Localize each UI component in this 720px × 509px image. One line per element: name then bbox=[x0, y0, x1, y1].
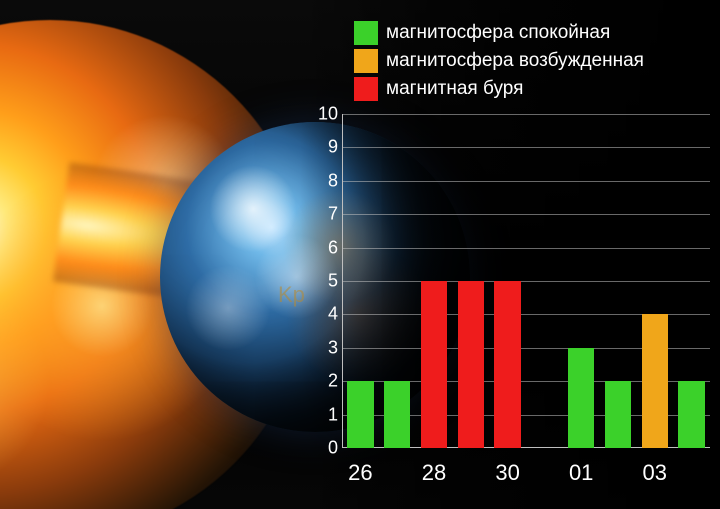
bar-slot bbox=[563, 114, 600, 448]
legend-label-agitated: магнитосфера возбужденная bbox=[386, 50, 644, 72]
bar-slot bbox=[379, 114, 416, 448]
bars-container bbox=[342, 114, 710, 448]
y-tick-label: 6 bbox=[310, 237, 338, 258]
x-tick-label bbox=[526, 452, 563, 492]
legend-swatch-storm bbox=[354, 77, 378, 101]
bar-slot bbox=[673, 114, 710, 448]
bar bbox=[678, 381, 704, 448]
kp-bar-chart: Kp 012345678910 2628300103 bbox=[310, 114, 710, 492]
y-tick-label: 10 bbox=[310, 104, 338, 125]
y-tick-label: 3 bbox=[310, 337, 338, 358]
legend-label-calm: магнитосфера спокойная bbox=[386, 22, 610, 44]
bar-slot bbox=[342, 114, 379, 448]
y-tick-label: 8 bbox=[310, 170, 338, 191]
legend-label-storm: магнитная буря bbox=[386, 78, 523, 100]
legend-item-storm: магнитная буря bbox=[354, 76, 644, 102]
legend-item-agitated: магнитосфера возбужденная bbox=[354, 48, 644, 74]
bar-slot bbox=[452, 114, 489, 448]
x-tick-label: 03 bbox=[636, 452, 673, 492]
x-tick-label bbox=[452, 452, 489, 492]
x-labels-container: 26 28 30 01 03 bbox=[342, 452, 710, 492]
x-tick-label: 28 bbox=[416, 452, 453, 492]
bar bbox=[421, 281, 447, 448]
y-tick-label: 9 bbox=[310, 137, 338, 158]
geomagnetic-forecast-canvas: магнитосфера спокойная магнитосфера возб… bbox=[0, 0, 720, 509]
x-tick-label bbox=[379, 452, 416, 492]
bar-slot bbox=[636, 114, 673, 448]
legend-swatch-agitated bbox=[354, 49, 378, 73]
x-tick-label bbox=[600, 452, 637, 492]
x-tick-label: 01 bbox=[563, 452, 600, 492]
bar bbox=[384, 381, 410, 448]
legend-swatch-calm bbox=[354, 21, 378, 45]
bar-slot bbox=[489, 114, 526, 448]
bar bbox=[642, 314, 668, 448]
y-tick-label: 7 bbox=[310, 204, 338, 225]
x-tick-label bbox=[673, 452, 710, 492]
legend: магнитосфера спокойная магнитосфера возб… bbox=[354, 20, 644, 102]
bar-slot bbox=[416, 114, 453, 448]
bar-slot bbox=[600, 114, 637, 448]
bar bbox=[568, 348, 594, 448]
bar bbox=[458, 281, 484, 448]
x-tick-label: 26 bbox=[342, 452, 379, 492]
bar-slot bbox=[526, 114, 563, 448]
y-tick-label: 5 bbox=[310, 271, 338, 292]
y-tick-label: 0 bbox=[310, 438, 338, 459]
legend-item-calm: магнитосфера спокойная bbox=[354, 20, 644, 46]
y-tick-label: 1 bbox=[310, 404, 338, 425]
bar bbox=[347, 381, 373, 448]
x-tick-label: 30 bbox=[489, 452, 526, 492]
y-tick-label: 4 bbox=[310, 304, 338, 325]
bar bbox=[605, 381, 631, 448]
y-tick-label: 2 bbox=[310, 371, 338, 392]
y-axis-label: Kp bbox=[278, 282, 305, 308]
bar bbox=[494, 281, 520, 448]
